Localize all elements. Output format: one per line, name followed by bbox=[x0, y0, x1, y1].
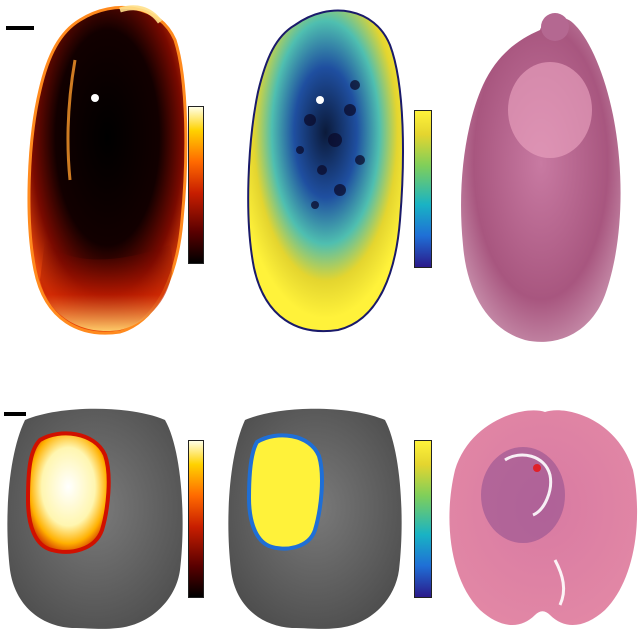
tumor-region bbox=[481, 447, 565, 543]
top-heat-map-panel bbox=[20, 0, 195, 340]
scale-bar-top bbox=[6, 26, 34, 30]
top-histology-panel bbox=[455, 5, 635, 350]
tumor-parametric bbox=[246, 433, 324, 551]
hot-colorbar-bottom bbox=[188, 440, 204, 598]
tumor-heat bbox=[25, 431, 111, 554]
hot-colorbar-top bbox=[188, 106, 204, 264]
parula-colorbar-bottom bbox=[414, 440, 432, 598]
bottom-parametric-overlay-panel bbox=[225, 400, 410, 635]
bottom-histology-panel bbox=[445, 400, 640, 635]
top-parametric-map-panel bbox=[240, 0, 410, 340]
bottom-heat-overlay-panel bbox=[0, 400, 190, 635]
heat-tissue bbox=[27, 6, 188, 335]
parula-colorbar-top bbox=[414, 110, 432, 268]
scale-bar-bottom bbox=[4, 412, 26, 416]
